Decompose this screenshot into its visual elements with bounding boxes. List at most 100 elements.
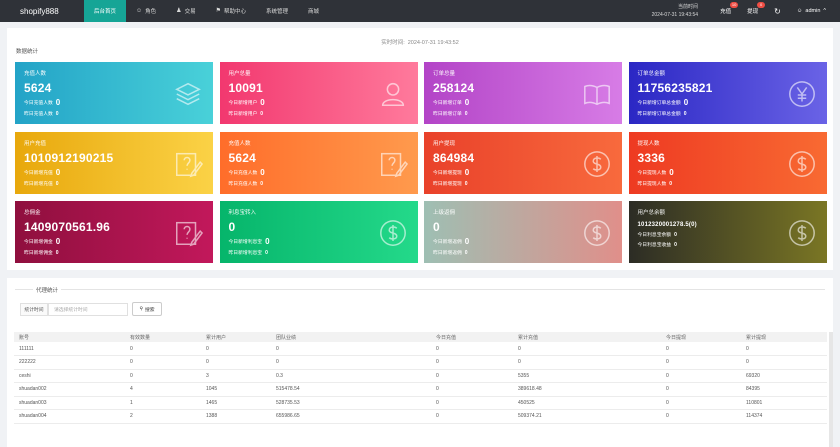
card-today: 今日新增利息宝 0 xyxy=(228,237,270,246)
nav-label: 角色 xyxy=(145,9,157,15)
stats-time: 实时时间: 2024-07-31 19:43:52 xyxy=(7,38,833,46)
yen-icon xyxy=(787,79,817,109)
flag-icon: ⚑ xyxy=(215,8,221,14)
book-icon xyxy=(582,79,612,109)
dollar-icon xyxy=(582,218,612,248)
table-cell: 0 xyxy=(201,342,271,356)
refresh-button[interactable]: ↻ xyxy=(766,0,789,22)
stats-time-value: 2024-07-31 19:43:52 xyxy=(407,40,459,46)
nav-item-mall[interactable]: 商城 xyxy=(298,0,329,22)
card-value: 10091 xyxy=(228,81,263,95)
table-row: shuadan002 4 1045 515478.54 0 389618.48 0 84395 xyxy=(14,382,827,397)
nav-label: 交易 xyxy=(184,9,196,15)
date-filter-input[interactable]: 请选择统计时间 xyxy=(48,303,128,316)
card-yesterday: 今日利息宝收益 0 xyxy=(637,241,677,249)
card-title: 上级返佣 xyxy=(433,210,456,216)
stat-card: 用户总余额 1012320001278.5(0) 今日利息宝余额 0 今日利息宝收益 0 xyxy=(628,201,827,263)
card-value: 11756235821 xyxy=(637,81,713,95)
card-title: 利息宝转入 xyxy=(228,210,257,216)
table-cell: 5355 xyxy=(513,369,661,383)
card-today: 今日新增订单总金额 0 xyxy=(637,98,689,107)
search-button[interactable]: ⚲ 搜索 xyxy=(132,302,162,316)
table-cell: 0 xyxy=(431,369,513,383)
card-title: 用户提现 xyxy=(433,141,456,147)
column-header: 累计提现 xyxy=(741,332,827,342)
withdraw-button[interactable]: 提现 0 xyxy=(739,0,766,22)
card-yesterday: 昨日新增提现 0 xyxy=(433,180,468,188)
stat-card: 用户总量 10091 今日新增用户 0 昨日新增用户 0 xyxy=(219,62,418,124)
edit-icon xyxy=(378,149,408,179)
agent-fieldset: 代理统计 xyxy=(15,286,825,315)
card-today: 今日新增订单 0 xyxy=(433,98,470,107)
table-row: 222222 0 0 0 0 0 0 0 xyxy=(14,355,827,370)
card-value: 5624 xyxy=(24,81,52,95)
recharge-button[interactable]: 充值 10 xyxy=(712,0,739,22)
agent-section-title: 代理统计 xyxy=(33,286,62,294)
card-title: 用户总量 xyxy=(228,71,251,77)
table-row: 111111 0 0 0 0 0 0 0 xyxy=(14,342,827,356)
card-title: 提现人数 xyxy=(637,141,660,147)
stat-card: 用户充值 1010912190215 今日新增充值 0 昨日新增充值 0 xyxy=(15,132,213,194)
card-yesterday: 昨日充值人数 0 xyxy=(228,180,264,188)
column-header: 累计充值 xyxy=(513,332,661,342)
dollar-icon xyxy=(582,149,612,179)
table-cell: 655986.65 xyxy=(271,409,431,424)
table-cell: 1388 xyxy=(201,409,271,424)
stat-card: 上级返佣 0 今日新增返佣 0 昨日新增返佣 0 xyxy=(424,201,622,263)
card-title: 用户充值 xyxy=(24,141,47,147)
table-cell: 84395 xyxy=(741,382,827,397)
stat-card: 用户提现 864984 今日新增提现 0 昨日新增提现 0 xyxy=(424,132,622,194)
group-icon: ♟ xyxy=(176,8,182,14)
card-title: 订单总量 xyxy=(433,71,456,77)
withdraw-label: 提现 xyxy=(747,9,759,15)
table-cell: 0 xyxy=(431,342,513,356)
table-cell: 0 xyxy=(431,409,513,424)
table-cell: 110801 xyxy=(741,396,827,410)
table-cell: 0 xyxy=(661,342,741,356)
top-navbar: shopify888 后台首页 ☺ 角色 ♟ 交易 ⚑ 帮助中心 系统管理 商城 当前… xyxy=(0,0,840,22)
scrollbar[interactable] xyxy=(829,332,833,447)
card-title: 总佣金 xyxy=(24,210,41,216)
column-header: 今日充值 xyxy=(431,332,513,342)
card-yesterday: 昨日充值人数 0 xyxy=(24,110,59,118)
dollar-icon xyxy=(378,218,408,248)
card-value: 0 xyxy=(433,220,440,234)
card-today: 今日新增返佣 0 xyxy=(433,237,470,246)
stat-card: 订单总金额 11756235821 今日新增订单总金额 0 昨日新增订单总金额 0 xyxy=(628,62,827,124)
app-logo[interactable]: shopify888 xyxy=(20,6,59,16)
column-header: 今日提现 xyxy=(661,332,741,342)
nav-label: 帮助中心 xyxy=(223,9,246,15)
search-label: 搜索 xyxy=(144,307,155,313)
nav-item-system[interactable]: 系统管理 xyxy=(256,0,298,22)
table-cell: 4 xyxy=(125,382,201,397)
nav-item-roles[interactable]: ☺ 角色 xyxy=(126,0,166,22)
card-title: 订单总金额 xyxy=(637,71,666,77)
nav-label: 商城 xyxy=(308,9,320,15)
table-cell: 2 xyxy=(125,409,201,424)
nav-item-help[interactable]: ⚑ 帮助中心 xyxy=(206,0,256,22)
card-yesterday: 昨日新增订单总金额 0 xyxy=(637,110,687,118)
nav-item-home[interactable]: 后台首页 xyxy=(84,0,127,22)
stat-card: 利息宝转入 0 今日新增利息宝 0 昨日新增利息宝 0 xyxy=(219,201,418,263)
card-today: 今日提现人数 0 xyxy=(637,168,674,177)
card-value: 3336 xyxy=(637,151,665,165)
nav-label: 系统管理 xyxy=(265,9,288,15)
table-cell: 515478.54 xyxy=(271,382,431,397)
table-cell: 69320 xyxy=(741,369,827,383)
table-cell: 0 xyxy=(431,355,513,370)
table-cell: 0 xyxy=(513,342,661,356)
refresh-icon: ↻ xyxy=(774,6,781,16)
table-row: shuadan004 2 1388 655986.65 0 509374.21 0 11437… xyxy=(14,409,827,424)
table-cell: shuadan003 xyxy=(14,396,125,410)
card-today: 今日新增充值 0 xyxy=(24,168,61,177)
user-menu[interactable]: ☺ admin ^ xyxy=(789,0,840,22)
recharge-label: 充值 xyxy=(720,9,732,15)
chevron-up-icon: ^ xyxy=(823,8,826,14)
table-cell: 1045 xyxy=(201,382,271,397)
table-cell: 1 xyxy=(125,396,201,410)
stat-card: 总佣金 1409070561.96 今日新增佣金 0 昨日新增佣金 0 xyxy=(15,201,213,263)
stat-card: 充值人数 5624 今日充值人数 0 昨日充值人数 0 xyxy=(219,132,418,194)
person-icon: ☺ xyxy=(796,8,803,14)
card-today: 今日充值人数 0 xyxy=(228,168,265,177)
nav-item-trade[interactable]: ♟ 交易 xyxy=(166,0,205,22)
